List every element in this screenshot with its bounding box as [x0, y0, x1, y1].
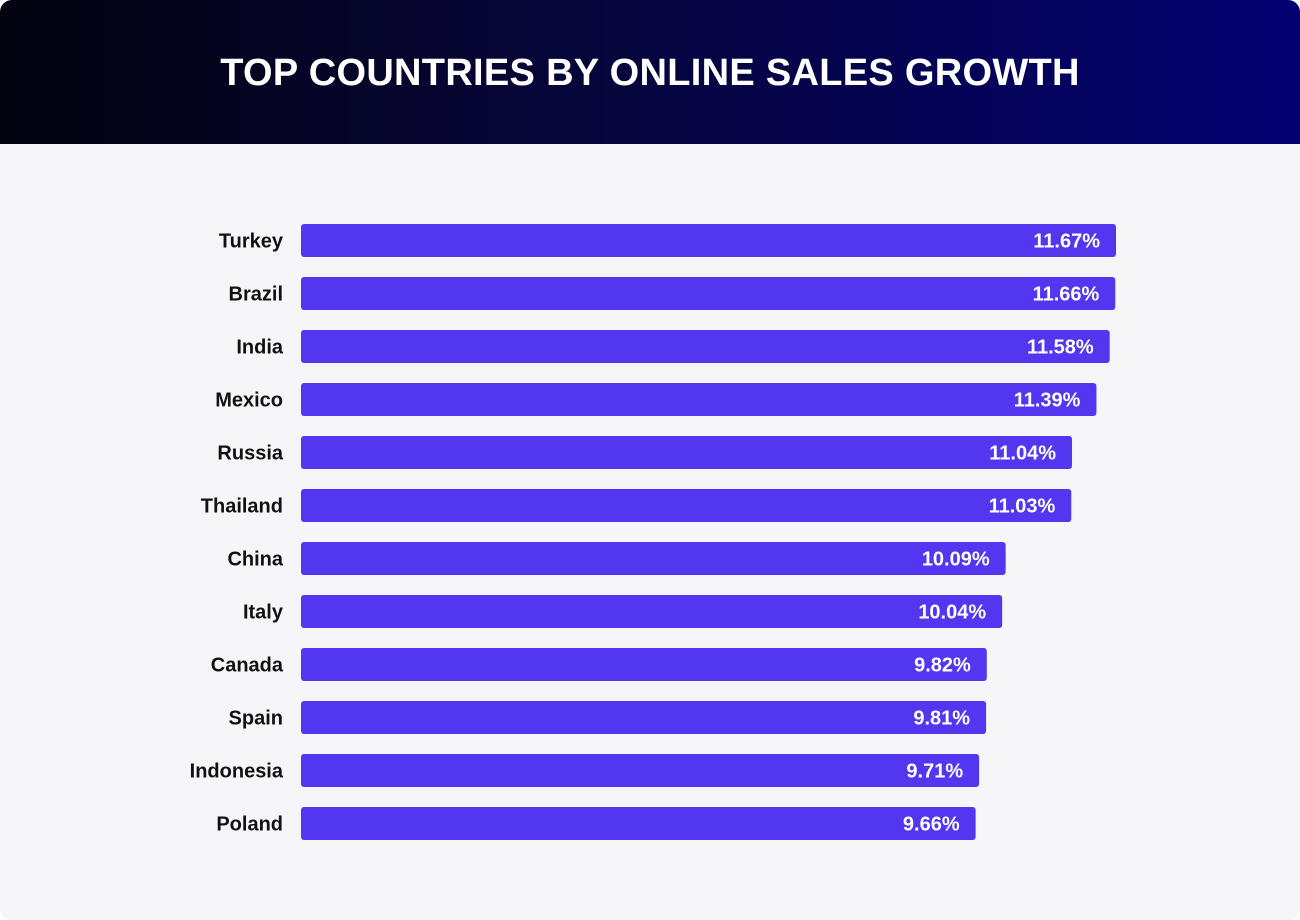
category-label: Thailand: [201, 496, 283, 518]
bar-group: Brazil 11.66%: [229, 277, 1116, 310]
bar: [301, 436, 1073, 469]
bar-group: China 10.09%: [227, 542, 1006, 575]
category-label: Canada: [211, 655, 284, 677]
bar-group: Russia 11.04%: [217, 436, 1073, 469]
value-label: 9.81%: [913, 708, 970, 730]
bar-group: Spain 9.81%: [229, 701, 987, 734]
category-label: Turkey: [219, 231, 284, 253]
category-label: China: [227, 549, 283, 571]
bar: [301, 595, 1003, 628]
value-label: 11.58%: [1027, 337, 1094, 359]
bar: [301, 330, 1110, 363]
chart-header: TOP COUNTRIES BY ONLINE SALES GROWTH: [0, 0, 1300, 144]
bar-group: Turkey 11.67%: [219, 224, 1116, 257]
value-label: 9.71%: [906, 761, 963, 783]
category-label: Russia: [217, 443, 283, 465]
value-label: 11.39%: [1014, 390, 1081, 412]
bar: [301, 754, 980, 787]
chart-title: TOP COUNTRIES BY ONLINE SALES GROWTH: [220, 51, 1080, 94]
value-label: 11.66%: [1033, 284, 1100, 306]
bar: [301, 701, 987, 734]
bar: [301, 648, 987, 681]
bar-group: India 11.58%: [236, 330, 1110, 363]
category-label: Italy: [243, 602, 284, 624]
bar-group: Indonesia 9.71%: [190, 754, 980, 787]
value-label: 10.04%: [918, 602, 986, 624]
bar: [301, 277, 1116, 310]
value-label: 11.67%: [1033, 231, 1100, 253]
bar-group: Mexico 11.39%: [215, 383, 1097, 416]
bar-group: Canada 9.82%: [211, 648, 987, 681]
bar-group: Italy 10.04%: [243, 595, 1003, 628]
bar: [301, 542, 1006, 575]
value-label: 11.03%: [989, 496, 1056, 518]
bar: [301, 383, 1097, 416]
value-label: 10.09%: [922, 549, 990, 571]
bar: [301, 807, 976, 840]
bar: [301, 224, 1116, 257]
value-label: 9.66%: [903, 814, 960, 836]
bar: [301, 489, 1072, 522]
category-label: Indonesia: [190, 761, 284, 783]
category-label: Spain: [229, 708, 283, 730]
value-label: 11.04%: [989, 443, 1056, 465]
bar-group: Thailand 11.03%: [201, 489, 1072, 522]
category-label: Brazil: [229, 284, 283, 306]
category-label: Mexico: [215, 390, 283, 412]
bar-group: Poland 9.66%: [216, 807, 976, 840]
category-label: Poland: [216, 814, 283, 836]
category-label: India: [236, 337, 284, 359]
value-label: 9.82%: [914, 655, 971, 677]
